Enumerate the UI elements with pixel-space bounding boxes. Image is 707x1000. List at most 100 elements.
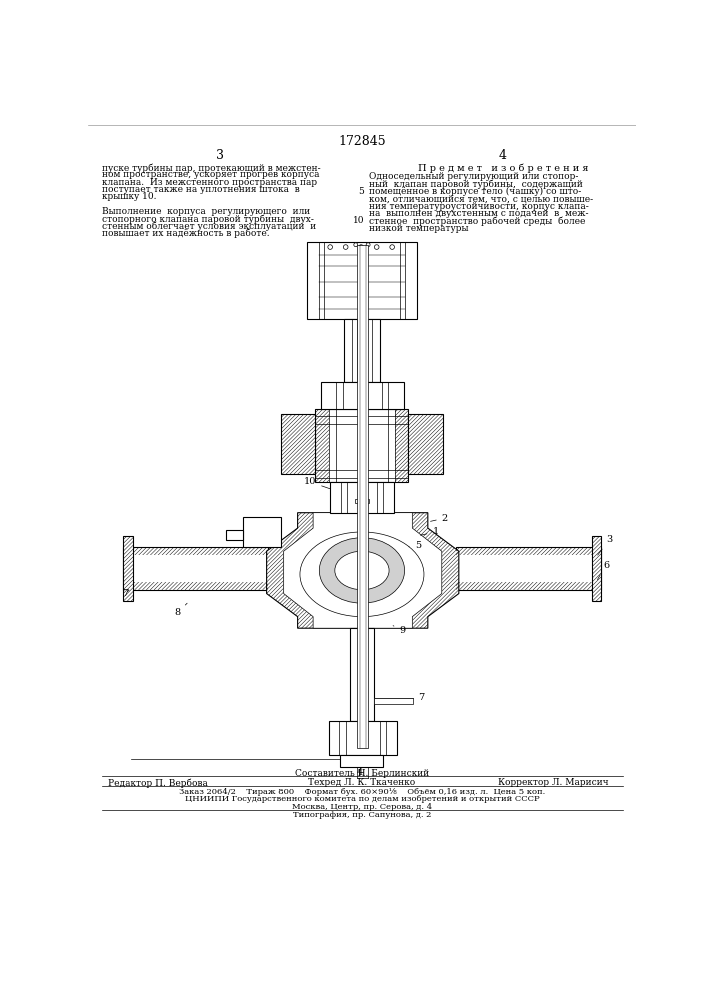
Bar <box>372 319 380 382</box>
Text: 9: 9 <box>393 626 405 635</box>
Bar <box>592 536 602 601</box>
Text: 3: 3 <box>597 535 612 555</box>
Bar <box>592 536 602 601</box>
Text: повышает их надёжность в работе.: повышает их надёжность в работе. <box>103 229 270 238</box>
Text: Заказ 2064/2    Тираж 800    Формат бух. 60×90¹⁄₈    Объём 0,16 изд. л.  Цена 5 : Заказ 2064/2 Тираж 800 Формат бух. 60×90… <box>179 788 545 796</box>
Polygon shape <box>267 513 459 628</box>
Bar <box>357 245 368 748</box>
Text: 1: 1 <box>421 527 439 536</box>
Text: 8: 8 <box>175 603 187 617</box>
Text: 7: 7 <box>413 693 425 702</box>
Bar <box>329 721 397 755</box>
Bar <box>281 414 315 474</box>
Ellipse shape <box>335 551 389 590</box>
Bar <box>373 755 383 767</box>
Text: 7: 7 <box>122 589 129 598</box>
Ellipse shape <box>320 538 404 603</box>
Bar <box>367 628 374 721</box>
Bar <box>123 536 132 601</box>
Text: ния температуроустойчивости, корпус клапа-: ния температуроустойчивости, корпус клап… <box>369 202 589 211</box>
Circle shape <box>359 245 363 249</box>
Text: ЦНИИПИ Государственного комитета по делам изобретений и открытий СССР: ЦНИИПИ Государственного комитета по дела… <box>185 795 539 803</box>
Text: Составитель Н. Берлинский: Составитель Н. Берлинский <box>295 769 429 778</box>
Text: 6: 6 <box>597 561 609 580</box>
Text: ном пространстве, ускоряет прогрев корпуса: ном пространстве, ускоряет прогрев корпу… <box>103 170 320 179</box>
Bar <box>330 482 341 513</box>
Text: стопорного клапана паровой турбины  двух-: стопорного клапана паровой турбины двух- <box>103 214 314 224</box>
Bar <box>123 582 268 590</box>
Text: помещённое в корпусе тело (чашку) со што-: помещённое в корпусе тело (чашку) со што… <box>369 187 581 196</box>
Bar <box>388 382 404 409</box>
Text: 172845: 172845 <box>338 135 386 148</box>
Bar <box>123 547 268 590</box>
Text: 5: 5 <box>409 541 421 550</box>
Bar <box>351 628 374 721</box>
Bar <box>243 517 281 547</box>
Bar <box>315 409 329 482</box>
Bar <box>315 409 409 482</box>
Text: стенное  пространство рабочей среды  более: стенное пространство рабочей среды более <box>369 216 585 226</box>
Text: Односедельный регулирующий или стопор-: Односедельный регулирующий или стопор- <box>369 172 578 181</box>
Circle shape <box>344 245 348 249</box>
Bar <box>355 499 360 503</box>
Bar <box>395 409 409 482</box>
Ellipse shape <box>300 532 424 617</box>
Text: П р е д м е т   и з о б р е т е н и я: П р е д м е т и з о б р е т е н и я <box>418 163 588 173</box>
Text: 4: 4 <box>499 149 507 162</box>
Bar <box>409 414 443 474</box>
Text: 5: 5 <box>358 187 364 196</box>
Bar <box>307 242 320 319</box>
Bar <box>364 499 369 503</box>
Text: клапана.  Из межстенного пространства пар: клапана. Из межстенного пространства пар <box>103 178 317 187</box>
Text: Техред Л. К. Ткаченко: Техред Л. К. Ткаченко <box>308 778 416 787</box>
Polygon shape <box>284 513 442 628</box>
Text: Выполнение  корпуса  регулирующего  или: Выполнение корпуса регулирующего или <box>103 207 310 216</box>
Text: 4: 4 <box>356 768 363 777</box>
Circle shape <box>366 243 370 247</box>
Bar <box>340 755 383 767</box>
Bar <box>330 482 394 513</box>
Text: на  выполнен двухстенным с подачей  в  меж-: на выполнен двухстенным с подачей в меж- <box>369 209 588 218</box>
Text: пуске турбины пар, протекающий в межстен-: пуске турбины пар, протекающий в межстен… <box>103 163 321 173</box>
Text: стенным облегчает условия эксплуатации  и: стенным облегчает условия эксплуатации и <box>103 222 317 231</box>
Text: 3: 3 <box>216 149 224 162</box>
Text: Типография, пр. Сапунова, д. 2: Типография, пр. Сапунова, д. 2 <box>293 811 431 819</box>
Bar <box>226 530 243 540</box>
Circle shape <box>390 245 395 249</box>
Circle shape <box>328 245 332 249</box>
Bar <box>123 547 268 555</box>
Bar <box>351 628 358 721</box>
Bar <box>386 721 397 755</box>
Text: ный  клапан паровой турбины,  содержащий: ный клапан паровой турбины, содержащий <box>369 180 583 189</box>
Bar <box>307 242 417 319</box>
Bar <box>321 382 337 409</box>
Circle shape <box>354 243 358 247</box>
Bar <box>321 382 404 409</box>
Text: 10: 10 <box>353 216 364 225</box>
Bar <box>329 721 339 755</box>
Bar <box>409 414 443 474</box>
Text: поступает также на уплотнения штока  в: поступает также на уплотнения штока в <box>103 185 300 194</box>
Text: Корректор Л. Марисич: Корректор Л. Марисич <box>498 778 609 787</box>
Bar <box>456 547 602 555</box>
Text: Москва, Центр, пр. Серова, д. 4: Москва, Центр, пр. Серова, д. 4 <box>292 803 432 811</box>
Bar <box>344 319 380 382</box>
Bar <box>404 242 417 319</box>
Text: 2: 2 <box>431 514 448 523</box>
Text: низкой температуры: низкой температуры <box>369 224 469 233</box>
Text: крышку 10.: крышку 10. <box>103 192 157 201</box>
Text: 10: 10 <box>304 477 330 489</box>
Bar <box>344 319 352 382</box>
Bar <box>226 530 243 540</box>
Bar <box>123 536 132 601</box>
Bar <box>281 414 315 474</box>
Bar <box>374 698 413 704</box>
Circle shape <box>374 245 379 249</box>
Text: Редактор П. Вербова: Редактор П. Вербова <box>108 778 208 788</box>
Bar <box>456 547 602 590</box>
Bar <box>243 517 281 547</box>
Bar <box>456 582 602 590</box>
Bar <box>340 755 349 767</box>
Bar <box>383 482 394 513</box>
Text: ком, отличающийся тем, что, с целью повыше-: ком, отличающийся тем, что, с целью повы… <box>369 194 593 203</box>
